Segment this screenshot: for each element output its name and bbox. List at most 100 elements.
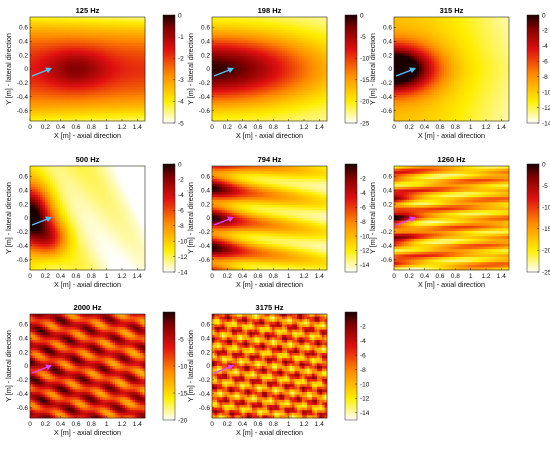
heatmap-cell xyxy=(421,108,425,111)
heatmap-cell xyxy=(464,61,467,65)
heatmap-cell xyxy=(272,40,275,44)
heatmap-cell xyxy=(247,27,250,31)
heatmap-cell xyxy=(77,17,81,20)
heatmap-cell xyxy=(132,40,136,44)
heatmap-cell xyxy=(112,102,116,106)
heatmap-cell xyxy=(294,48,298,52)
heatmap-cell xyxy=(120,76,123,80)
heatmap-cell xyxy=(404,87,407,91)
heatmap-cell xyxy=(404,69,407,72)
heatmap-cell xyxy=(456,50,460,54)
heatmap-cell xyxy=(244,32,248,36)
heatmap-cell xyxy=(135,32,138,36)
heatmap-cell xyxy=(466,71,470,75)
arrow-head-icon xyxy=(45,67,52,73)
heatmap-cell xyxy=(324,30,328,33)
heatmap-cell xyxy=(72,58,76,62)
heatmap-cell xyxy=(110,37,113,41)
heatmap-cell xyxy=(411,92,415,96)
heatmap-cell xyxy=(406,30,410,33)
heatmap-cell xyxy=(52,53,56,57)
heatmap-cell xyxy=(95,45,98,49)
heatmap-cell xyxy=(431,108,435,111)
heatmap-cell xyxy=(62,48,66,52)
heatmap-cell xyxy=(102,19,106,23)
heatmap-cell xyxy=(95,97,98,101)
heatmap-cell xyxy=(222,17,225,20)
heatmap-cell xyxy=(214,95,218,98)
heatmap-cell xyxy=(399,27,402,31)
heatmap-cell xyxy=(426,24,430,28)
heatmap-cell xyxy=(469,24,472,28)
heatmap-cell xyxy=(234,19,238,23)
heatmap-cell xyxy=(426,37,430,41)
heatmap-cell xyxy=(312,84,315,88)
heatmap-cell xyxy=(249,82,253,85)
heatmap-cell xyxy=(399,50,402,54)
heatmap-cell xyxy=(454,87,457,91)
heatmap-cell xyxy=(77,95,81,98)
heatmap-cell xyxy=(269,17,273,20)
heatmap-cell xyxy=(297,40,300,44)
heatmap-cell xyxy=(125,118,128,122)
heatmap-cell xyxy=(140,87,143,91)
heatmap-cell xyxy=(449,27,452,31)
heatmap-cell xyxy=(72,100,76,104)
heatmap-cell xyxy=(244,45,248,49)
heatmap-cell xyxy=(87,95,91,98)
heatmap-cell xyxy=(42,115,46,119)
heatmap-cell xyxy=(416,66,420,70)
heatmap-cell xyxy=(279,35,283,39)
heatmap-cell xyxy=(42,108,46,111)
heatmap-cell xyxy=(244,92,248,96)
heatmap-cell xyxy=(284,50,288,54)
heatmap-cell xyxy=(97,32,101,36)
heatmap-cell xyxy=(279,24,283,28)
heatmap-cell xyxy=(42,61,46,65)
heatmap-cell xyxy=(239,61,243,65)
heatmap-cell xyxy=(424,71,427,75)
heatmap-cell xyxy=(92,113,96,117)
heatmap-cell xyxy=(426,58,430,62)
heatmap-cell xyxy=(80,40,83,44)
heatmap-cell xyxy=(277,82,280,85)
heatmap-cell xyxy=(304,50,308,54)
heatmap-cell xyxy=(324,82,328,85)
heatmap-cell xyxy=(47,102,51,106)
heatmap-cell xyxy=(421,113,425,117)
heatmap-cell xyxy=(77,66,81,70)
heatmap-cell xyxy=(404,19,407,23)
heatmap-cell xyxy=(32,58,36,62)
heatmap-cell xyxy=(57,110,61,114)
heatmap-cell xyxy=(52,66,56,70)
heatmap-cell xyxy=(269,22,273,26)
heatmap-cell xyxy=(115,58,118,62)
heatmap-cell xyxy=(130,66,133,70)
heatmap-cell xyxy=(399,92,402,96)
heatmap-cell xyxy=(466,35,470,39)
heatmap-cell xyxy=(401,74,405,78)
heatmap-cell xyxy=(401,32,405,36)
heatmap-cell xyxy=(127,43,131,46)
heatmap-cell xyxy=(254,45,258,49)
heatmap-cell xyxy=(130,105,133,109)
heatmap-cell xyxy=(60,22,63,26)
heatmap-cell xyxy=(105,105,108,109)
heatmap-cell xyxy=(249,69,253,72)
heatmap-cell xyxy=(294,50,298,54)
heatmap-cell xyxy=(107,19,111,23)
heatmap-cell xyxy=(466,115,470,119)
heatmap-cell xyxy=(102,50,106,54)
heatmap-cell xyxy=(247,69,250,72)
heatmap-cell xyxy=(466,53,470,57)
heatmap-cell xyxy=(459,19,462,23)
heatmap-cell xyxy=(140,108,143,111)
heatmap-cell xyxy=(406,48,410,52)
heatmap-cell xyxy=(272,95,275,98)
heatmap-cell xyxy=(97,100,101,104)
heatmap-cell xyxy=(404,108,407,111)
heatmap-cell xyxy=(429,71,432,75)
heatmap-cell xyxy=(132,76,136,80)
heatmap-cell xyxy=(45,110,48,114)
heatmap-cell xyxy=(257,95,260,98)
